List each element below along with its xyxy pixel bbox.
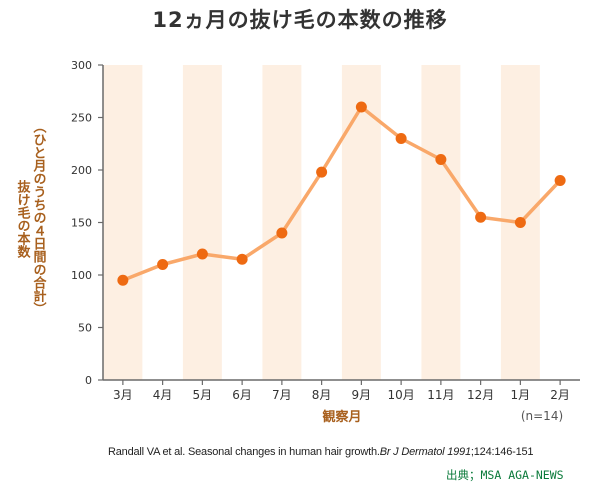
y-tick-label: 250 [71,112,92,125]
x-tick-label: 2月 [550,388,570,402]
line-chart: 0 50 100 150 200 250 300 3月 4月 5月 6月 7月 8月 9月 10月 11月 1… [71,59,580,425]
sample-size-note: (n=14) [521,409,563,423]
y-axis-title: （ひと月のうちの４日間の合計） 抜け毛の本数 [15,120,48,315]
data-point [475,211,487,223]
x-tick-label: 1月 [511,388,531,402]
stripe-layer [103,65,540,380]
marker-layer [117,101,566,286]
y-axis-subtitle: （ひと月のうちの４日間の合計） [31,120,48,315]
y-tick-label: 0 [85,374,92,387]
y-tick-label: 150 [71,217,92,230]
y-tick-layer: 0 50 100 150 200 250 300 [71,59,103,387]
series-line [122,105,562,282]
x-tick-label: 7月 [272,388,292,402]
data-point [514,217,526,228]
data-point [554,175,566,186]
data-point [196,248,208,260]
citation-text: Randall VA et al. Seasonal changes in hu… [108,446,380,458]
data-point [316,166,328,178]
x-tick-label: 11月 [427,388,454,402]
x-tick-label: 4月 [153,388,173,402]
x-tick-label: 5月 [193,388,213,402]
data-point [435,154,447,165]
x-tick-label: 6月 [232,388,252,402]
x-tick-label: 3月 [113,388,133,402]
y-axis-label: 抜け毛の本数 [15,179,31,259]
background-stripe [262,65,302,380]
data-point [117,274,129,286]
citation-pages: ;124:146-151 [470,446,534,458]
y-tick-label: 300 [71,59,92,72]
x-axis-label: 観察月 [321,409,361,425]
data-point [236,253,248,265]
background-stripe [103,65,143,380]
chart-title: 12ヵ月の抜け毛の本数の推移 [152,8,448,32]
x-tick-label: 10月 [387,388,414,402]
x-tick-label: 8月 [312,388,332,402]
y-tick-label: 50 [78,322,92,335]
data-point [157,259,169,270]
y-tick-label: 200 [71,164,92,177]
data-point [276,227,288,239]
x-tick-layer: 3月 4月 5月 6月 7月 8月 9月 10月 11月 12月 1月 2月 [113,380,570,402]
citation-journal: Br J Dermatol 1991 [379,446,471,458]
y-tick-label: 100 [71,269,92,282]
x-tick-label: 9月 [352,388,372,402]
background-stripe [182,65,222,380]
source-credit: 出典；MSA AGA-NEWS [446,468,564,482]
x-tick-label: 12月 [467,388,494,402]
data-point [395,133,407,144]
data-point [355,101,367,113]
citation: Randall VA et al. Seasonal changes in hu… [108,446,534,458]
background-stripe [421,65,461,380]
